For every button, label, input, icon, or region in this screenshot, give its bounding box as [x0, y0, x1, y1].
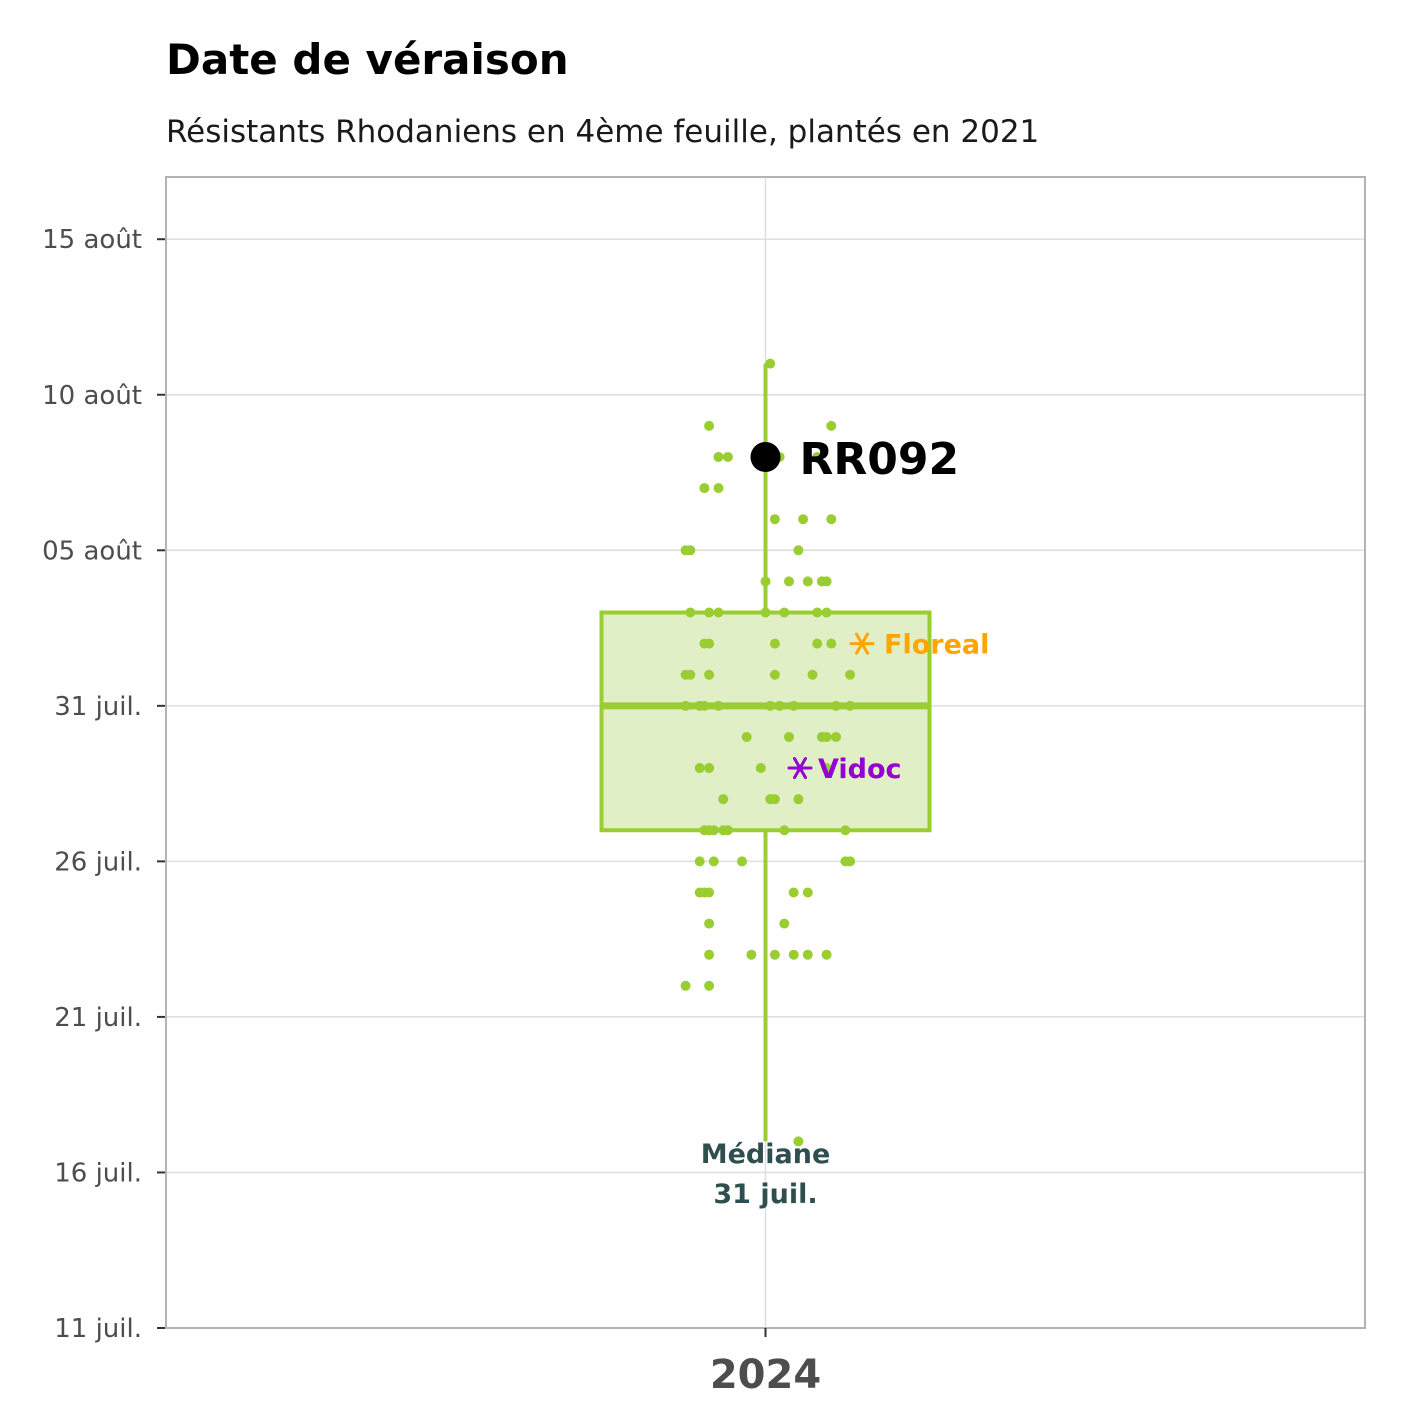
- data-point: [704, 638, 715, 649]
- data-point: [755, 763, 766, 774]
- y-axis: 11 juil. 16 juil. 21 juil. 26 juil. 31 juil.…: [42, 225, 166, 1344]
- data-point: [812, 638, 823, 649]
- data-point: [812, 451, 823, 462]
- data-point: [708, 856, 719, 867]
- data-point: [769, 794, 780, 805]
- data-point: [826, 638, 837, 649]
- y-tick-label: 16 juil.: [54, 1158, 142, 1188]
- data-point: [765, 700, 776, 711]
- data-point: [769, 949, 780, 960]
- data-point: [802, 949, 813, 960]
- highlight-label: RR092: [800, 434, 960, 485]
- data-point: [704, 607, 715, 618]
- y-tick-label: 26 juil.: [54, 847, 142, 877]
- chart-subtitle: Résistants Rhodaniens en 4ème feuille, p…: [166, 114, 1039, 150]
- data-point: [708, 825, 719, 836]
- data-point: [821, 763, 832, 774]
- x-tick-label: 2024: [710, 1352, 821, 1398]
- y-tick-label: 21 juil.: [54, 1003, 142, 1033]
- data-point: [831, 731, 841, 742]
- data-point: [779, 918, 790, 929]
- data-point: [845, 700, 856, 711]
- data-point: [769, 514, 780, 525]
- data-point: [779, 825, 790, 836]
- data-point: [713, 451, 724, 462]
- data-point: [821, 576, 832, 587]
- data-point: [812, 607, 823, 618]
- y-tick-label: 15 août: [42, 225, 142, 255]
- data-points: [680, 358, 856, 1147]
- data-point: [713, 607, 724, 618]
- data-point: [807, 669, 818, 680]
- data-point: [774, 700, 785, 711]
- data-point: [788, 887, 799, 898]
- reference-label: Vidoc: [818, 754, 902, 785]
- data-point: [713, 483, 724, 494]
- data-point: [713, 700, 724, 711]
- data-point: [704, 420, 715, 431]
- data-point: [722, 451, 733, 462]
- data-point: [769, 638, 780, 649]
- data-point: [802, 887, 813, 898]
- data-point: [685, 545, 696, 556]
- star-stroke: [855, 632, 869, 655]
- data-point: [760, 576, 771, 587]
- reference-star-icon: [849, 632, 875, 655]
- data-point: [680, 700, 691, 711]
- data-point: [826, 514, 837, 525]
- data-point: [779, 607, 790, 618]
- reference-label: Floreal: [884, 630, 989, 661]
- highlight-point: [750, 441, 781, 472]
- data-point: [784, 576, 794, 587]
- data-point: [718, 794, 729, 805]
- y-tick-label: 31 juil.: [54, 692, 142, 722]
- star-stroke: [793, 757, 807, 780]
- data-point: [784, 731, 794, 742]
- data-point: [769, 669, 780, 680]
- data-point: [765, 358, 776, 369]
- data-point: [737, 856, 747, 867]
- data-point: [793, 545, 804, 556]
- data-point: [741, 731, 752, 742]
- data-point: [788, 700, 799, 711]
- data-point: [680, 980, 691, 991]
- data-point: [704, 763, 715, 774]
- data-point: [826, 420, 837, 431]
- data-point: [746, 949, 757, 960]
- data-point: [798, 514, 809, 525]
- data-point: [788, 949, 799, 960]
- data-point: [845, 669, 856, 680]
- y-tick-label: 11 juil.: [54, 1314, 142, 1344]
- data-point: [821, 731, 832, 742]
- data-point: [793, 794, 804, 805]
- data-point: [722, 825, 733, 836]
- data-point: [685, 607, 696, 618]
- reference-star-icon: [787, 757, 813, 780]
- data-point: [694, 763, 705, 774]
- y-tick-label: 10 août: [42, 381, 142, 411]
- data-point: [699, 700, 710, 711]
- data-point: [704, 887, 715, 898]
- data-point: [845, 856, 856, 867]
- y-tick-label: 05 août: [42, 536, 142, 566]
- data-point: [840, 825, 851, 836]
- data-point: [802, 576, 813, 587]
- data-point: [760, 607, 771, 618]
- data-point: [821, 607, 832, 618]
- data-point: [699, 483, 710, 494]
- data-point: [685, 669, 696, 680]
- data-point: [704, 918, 715, 929]
- data-point: [793, 1136, 804, 1147]
- data-point: [821, 949, 832, 960]
- data-point: [694, 856, 705, 867]
- annotations: RR092 Floreal Vidoc Médiane 31 juil.: [701, 434, 990, 1210]
- chart-title: Date de véraison: [166, 35, 569, 84]
- median-annotation-line2: 31 juil.: [713, 1179, 817, 1210]
- data-point: [704, 949, 715, 960]
- median-annotation-line1: Médiane: [701, 1139, 831, 1170]
- data-point: [704, 980, 715, 991]
- data-point: [704, 669, 715, 680]
- data-point: [831, 700, 841, 711]
